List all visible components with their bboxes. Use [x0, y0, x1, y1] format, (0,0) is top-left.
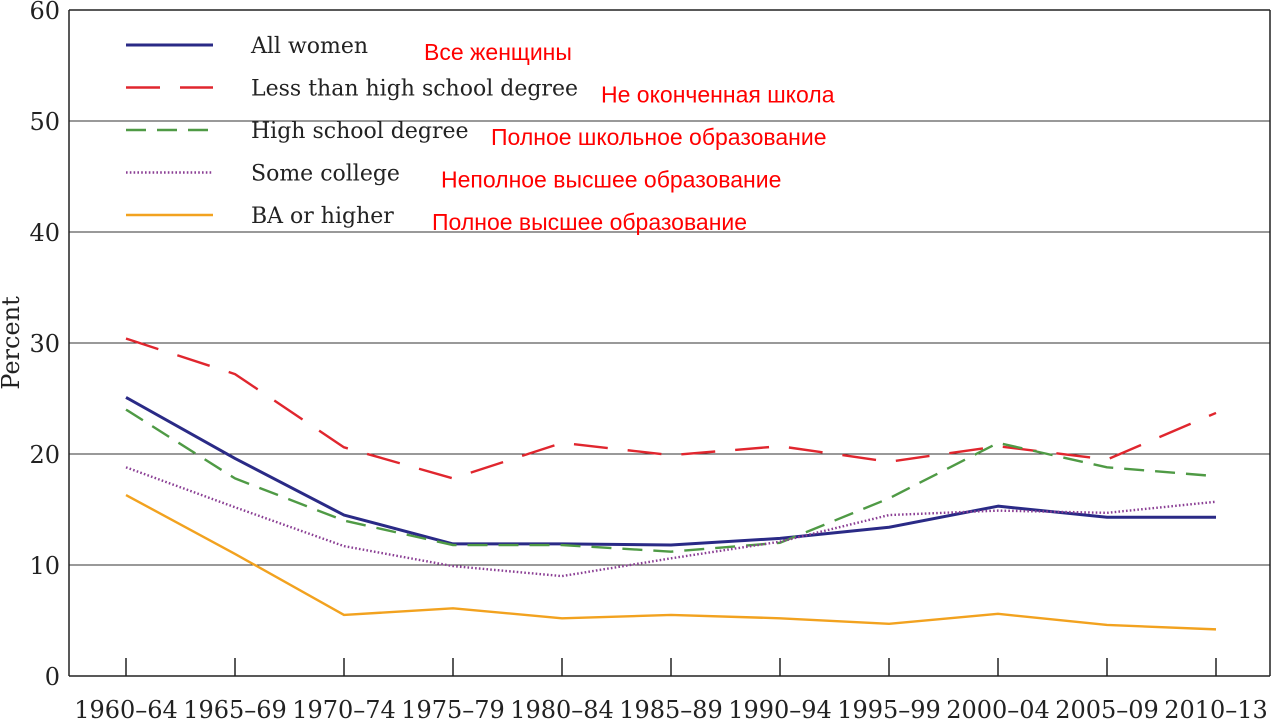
- x-tick-label: 2000–04: [946, 696, 1050, 720]
- x-tick-label: 1960–64: [74, 696, 178, 720]
- x-tick-label: 1990–94: [728, 696, 832, 720]
- series-lines: [125, 337, 1217, 631]
- series-line-2: [125, 408, 1217, 553]
- series-line-0: [125, 396, 1216, 547]
- y-tick-label: 40: [29, 219, 60, 247]
- x-tick-label: 1995–99: [837, 696, 941, 720]
- legend-label-4: BA or higher: [251, 204, 394, 229]
- legend-translation-2: Полное школьное образование: [491, 124, 827, 150]
- y-tick-label: 20: [29, 441, 60, 469]
- y-axis-ticks: 0 10 20 30 40 50 60: [29, 0, 60, 691]
- legend-label-1: Less than high school degree: [251, 77, 578, 102]
- y-tick-label: 10: [29, 552, 60, 580]
- legend-label-0: All women: [250, 34, 368, 59]
- x-tick-label: 1965–69: [183, 696, 287, 720]
- legend-label-2: High school degree: [251, 119, 469, 144]
- legend-translation-1: Не оконченная школа: [601, 82, 835, 108]
- series-line-4: [125, 494, 1217, 631]
- x-tick-label: 1985–89: [619, 696, 723, 720]
- y-tick-label: 0: [45, 663, 60, 691]
- legend: All women Все женщины Less than high schoo…: [126, 34, 835, 235]
- axes: [68, 9, 1271, 677]
- x-tick-label: 2005–09: [1055, 696, 1159, 720]
- x-tick-label: 2010–13: [1164, 696, 1268, 720]
- legend-label-3: Some college: [251, 162, 400, 187]
- legend-translation-3: Неполное высшее образование: [441, 167, 781, 193]
- y-axis-label: Percent: [0, 296, 25, 390]
- x-axis-ticks: 1960–64 1965–69 1970–74 1975–79 1980–84 1985–…: [74, 658, 1268, 720]
- x-tick-label: 1975–79: [401, 696, 505, 720]
- x-tick-label: 1970–74: [292, 696, 396, 720]
- series-line-3: [125, 466, 1217, 578]
- legend-translation-4: Полное высшее образование: [432, 209, 747, 235]
- series-line-1: [125, 337, 1217, 480]
- y-tick-label: 30: [29, 330, 60, 358]
- y-tick-label: 60: [29, 0, 60, 25]
- y-tick-label: 50: [29, 108, 60, 136]
- legend-translation-0: Все женщины: [424, 39, 572, 65]
- x-tick-label: 1980–84: [510, 696, 614, 720]
